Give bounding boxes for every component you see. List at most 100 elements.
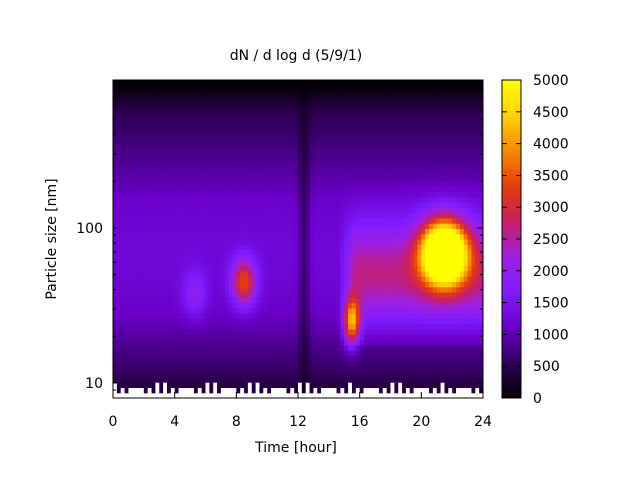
heatmap-cell	[271, 392, 276, 398]
heatmap-cell	[143, 249, 149, 256]
heatmap-cell	[128, 122, 133, 129]
heatmap-cell	[398, 371, 403, 378]
heatmap-cell	[174, 90, 180, 97]
heatmap-cell	[409, 154, 415, 161]
heatmap-cell	[425, 90, 430, 97]
heatmap-cell	[116, 154, 122, 161]
heatmap-cell	[163, 302, 168, 309]
heatmap-cell	[371, 170, 376, 176]
heatmap-cell	[151, 90, 156, 97]
heatmap-cell	[409, 170, 415, 176]
heatmap-cell	[301, 122, 307, 129]
heatmap-cell	[301, 223, 307, 229]
heatmap-cell	[236, 334, 241, 341]
heatmap-cell	[394, 254, 399, 261]
heatmap-cell	[217, 276, 222, 282]
heatmap-cell	[193, 265, 199, 272]
heatmap-cell	[205, 80, 210, 86]
heatmap-cell	[429, 228, 434, 235]
heatmap-cell	[217, 366, 222, 373]
heatmap-cell	[425, 276, 430, 282]
heatmap-cell	[321, 80, 326, 86]
heatmap-cell	[378, 133, 384, 139]
heatmap-cell	[294, 254, 299, 261]
heatmap-cell	[344, 276, 349, 282]
heatmap-cell	[298, 392, 303, 398]
heatmap-cell	[178, 270, 183, 277]
heatmap-cell	[247, 239, 253, 245]
heatmap-cell	[348, 95, 353, 102]
heatmap-cell	[409, 191, 415, 198]
heatmap-cell	[267, 154, 272, 161]
heatmap-cell	[417, 382, 422, 388]
heatmap-cell	[124, 339, 130, 346]
heatmap-cell	[405, 117, 411, 123]
heatmap-cell	[313, 276, 318, 282]
heatmap-cell	[340, 265, 345, 272]
heatmap-cell	[309, 212, 315, 219]
heatmap-cell	[321, 212, 326, 219]
heatmap-cell	[321, 382, 326, 388]
heatmap-cell	[324, 175, 330, 182]
heatmap-cell	[267, 186, 272, 192]
heatmap-cell	[259, 159, 264, 166]
heatmap-cell	[409, 164, 415, 171]
heatmap-cell	[151, 164, 156, 171]
heatmap-cell	[166, 371, 172, 378]
heatmap-cell	[263, 254, 268, 261]
heatmap-cell	[120, 95, 126, 102]
heatmap-cell	[278, 323, 284, 330]
heatmap-cell	[394, 260, 399, 267]
heatmap-cell	[313, 366, 318, 373]
heatmap-cell	[124, 350, 130, 357]
heatmap-cell	[205, 228, 210, 235]
heatmap-cell	[317, 334, 322, 341]
heatmap-cell	[205, 180, 210, 187]
heatmap-cell	[386, 355, 392, 362]
heatmap-cell	[263, 111, 268, 118]
heatmap-cell	[375, 228, 380, 235]
heatmap-cell	[136, 307, 141, 314]
heatmap-cell	[220, 85, 226, 92]
heatmap-cell	[224, 318, 230, 325]
heatmap-cell	[271, 186, 276, 192]
heatmap-cell	[417, 265, 422, 272]
heatmap-cell	[328, 297, 334, 304]
heatmap-cell	[425, 307, 430, 314]
heatmap-cell	[294, 350, 299, 357]
heatmap-cell	[116, 281, 122, 288]
heatmap-cell	[240, 143, 245, 150]
heatmap-cell	[301, 212, 307, 219]
heatmap-cell	[267, 170, 272, 176]
heatmap-cell	[163, 345, 168, 351]
heatmap-cell	[120, 350, 126, 357]
heatmap-cell	[240, 382, 245, 388]
heatmap-cell	[128, 217, 133, 224]
heatmap-cell	[116, 392, 122, 398]
heatmap-cell	[375, 254, 380, 261]
heatmap-cell	[398, 207, 403, 214]
heatmap-cell	[286, 127, 291, 134]
heatmap-cell	[371, 265, 376, 272]
heatmap-cell	[209, 292, 214, 298]
heatmap-cell	[351, 329, 357, 335]
heatmap-cell	[290, 366, 295, 373]
heatmap-cell	[429, 191, 434, 198]
heatmap-cell	[136, 334, 141, 341]
heatmap-cell	[178, 148, 183, 155]
heatmap-cell	[386, 212, 392, 219]
heatmap-cell	[394, 387, 399, 394]
heatmap-cell	[186, 196, 191, 203]
heatmap-cell	[259, 265, 264, 272]
heatmap-cell	[278, 329, 284, 335]
heatmap-cell	[128, 355, 133, 362]
heatmap-cell	[309, 191, 315, 198]
heatmap-cell	[371, 80, 376, 86]
heatmap-cell	[251, 244, 257, 251]
heatmap-cell	[113, 366, 118, 373]
heatmap-cell	[201, 366, 207, 373]
heatmap-cell	[247, 276, 253, 282]
heatmap-cell	[301, 170, 307, 176]
heatmap-cell	[193, 170, 199, 176]
heatmap-cell	[382, 371, 388, 378]
